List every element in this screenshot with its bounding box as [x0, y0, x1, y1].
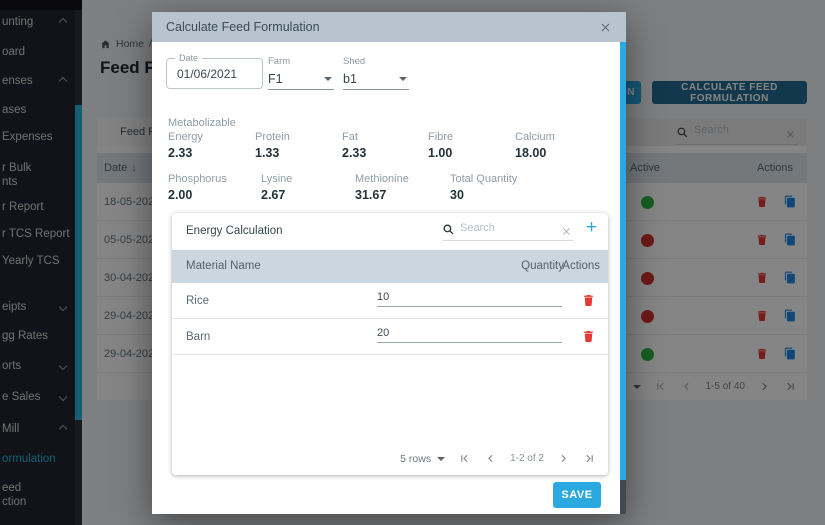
active-status-dot — [641, 348, 654, 361]
sidebar-item-feed-mill[interactable]: Mill — [0, 422, 75, 436]
date-input[interactable] — [167, 59, 262, 88]
clear-search-icon[interactable] — [561, 224, 572, 242]
breadcrumb-separator: / — [149, 38, 152, 50]
sidebar-item-feed-production[interactable]: eed ction — [2, 482, 27, 508]
sidebar-item-reports[interactable]: orts — [0, 359, 75, 373]
pagination-range: 1-2 of 2 — [510, 453, 544, 464]
chevron-down-icon — [437, 456, 446, 461]
copy-icon[interactable] — [783, 346, 797, 361]
close-icon[interactable] — [599, 21, 612, 34]
quantity-input[interactable] — [377, 327, 562, 343]
active-status-dot — [641, 272, 654, 285]
energy-calculation-card: Energy Calculation + Material Name Quant… — [172, 213, 608, 475]
sidebar-item-accounting[interactable]: unting — [0, 15, 75, 29]
table-search — [676, 121, 798, 145]
trash-icon[interactable] — [755, 308, 769, 323]
stat-total-quantity: Total Quantity 30 — [450, 173, 518, 202]
energy-calculation-title: Energy Calculation — [186, 225, 283, 237]
sidebar-top-band — [0, 0, 82, 10]
modal-header: Calculate Feed Formulation — [152, 12, 626, 42]
sidebar-item-bulk-payments[interactable]: r Bulk nts — [2, 162, 32, 188]
next-page-icon[interactable] — [758, 380, 771, 393]
stat-lysine: Lysine 2.67 — [261, 173, 293, 202]
stat-metabolizable-energy: Metabolizable Energy 2.33 — [168, 117, 236, 160]
sidebar-item-dashboard[interactable]: oard — [2, 46, 26, 58]
trash-icon[interactable] — [755, 346, 769, 361]
sidebar-item-egg-rates[interactable]: gg Rates — [2, 330, 49, 342]
sidebar-scrollbar-thumb[interactable] — [75, 105, 82, 420]
sidebar-item-feed-formulation[interactable]: ormulation — [2, 453, 56, 465]
material-search — [442, 219, 574, 241]
calculate-feed-formulation-button[interactable]: CALCULATE FEED FORMULATION — [652, 81, 807, 104]
trash-icon[interactable] — [581, 292, 596, 308]
search-icon — [676, 126, 689, 144]
sidebar-item-purchases[interactable]: ases — [2, 104, 27, 116]
first-page-icon[interactable] — [654, 380, 667, 393]
chevron-down-icon — [632, 384, 641, 389]
modal-scrollbar[interactable] — [620, 42, 626, 514]
sidebar-item-expenses-sub[interactable]: Expenses — [2, 131, 53, 143]
date-field[interactable]: Date — [166, 53, 263, 89]
chevron-down-icon — [399, 77, 407, 81]
sidebar-scrollbar[interactable] — [75, 0, 82, 525]
chevron-down-icon — [324, 77, 332, 81]
shed-select[interactable]: Shed b1 — [343, 56, 409, 90]
stat-phosphorus: Phosphorus 2.00 — [168, 173, 227, 202]
stat-calcium: Calcium 18.00 — [515, 131, 555, 160]
page-title: Feed Fo — [100, 58, 166, 77]
prev-page-icon[interactable] — [680, 380, 693, 393]
search-icon — [442, 223, 455, 241]
stat-methionine: Methionine 31.67 — [355, 173, 409, 202]
stat-fat: Fat 2.33 — [342, 131, 367, 160]
sidebar-item-yearly-tcs[interactable]: Yearly TCS — [2, 255, 60, 267]
trash-icon[interactable] — [755, 194, 769, 209]
sort-desc-icon: ↓ — [131, 162, 137, 174]
last-page-icon[interactable] — [784, 380, 797, 393]
copy-icon[interactable] — [783, 270, 797, 285]
column-active: Active — [630, 162, 660, 174]
prev-page-icon[interactable] — [484, 452, 497, 465]
calculate-feed-formulation-modal: Calculate Feed Formulation Date Farm F1 … — [152, 12, 626, 514]
clear-search-icon[interactable] — [785, 127, 796, 145]
copy-icon[interactable] — [783, 194, 797, 209]
trash-icon[interactable] — [755, 232, 769, 247]
search-input[interactable] — [694, 124, 772, 136]
trash-icon[interactable] — [581, 328, 596, 344]
active-status-dot — [641, 234, 654, 247]
column-date[interactable]: Date ↓ — [104, 162, 137, 174]
rows-per-page-select[interactable]: 5 rows — [400, 453, 446, 465]
modal-title: Calculate Feed Formulation — [166, 20, 320, 34]
last-page-icon[interactable] — [583, 452, 596, 465]
stat-protein: Protein 1.33 — [255, 131, 290, 160]
pagination-range: 1-5 of 40 — [705, 381, 745, 392]
plus-icon[interactable]: + — [586, 217, 598, 238]
home-icon[interactable] — [100, 39, 111, 50]
save-button[interactable]: SAVE — [553, 482, 601, 508]
quantity-input[interactable] — [377, 291, 562, 307]
sidebar: unting oard enses ases Expenses r Bulk n… — [0, 0, 75, 525]
active-status-dot — [641, 196, 654, 209]
sidebar-item-report[interactable]: r Report — [2, 201, 44, 213]
material-row: Barn — [172, 319, 608, 355]
breadcrumb-home[interactable]: Home — [116, 38, 145, 50]
first-page-icon[interactable] — [458, 452, 471, 465]
inner-table-header: Material Name Quantity Actions — [172, 250, 608, 283]
next-page-icon[interactable] — [557, 452, 570, 465]
sidebar-item-sales[interactable]: e Sales — [0, 390, 75, 404]
sidebar-item-receipts[interactable]: eipts — [0, 300, 75, 314]
inner-table-pagination: 5 rows 1-2 of 2 — [400, 452, 596, 465]
copy-icon[interactable] — [783, 232, 797, 247]
sidebar-item-tcs-report[interactable]: r TCS Report — [2, 228, 70, 240]
modal-scrollbar-thumb[interactable] — [620, 42, 626, 480]
trash-icon[interactable] — [755, 270, 769, 285]
copy-icon[interactable] — [783, 308, 797, 323]
material-row: Rice — [172, 283, 608, 319]
active-status-dot — [641, 310, 654, 323]
stat-fibre: Fibre 1.00 — [428, 131, 454, 160]
material-search-input[interactable] — [460, 222, 536, 234]
column-actions: Actions — [756, 162, 793, 174]
farm-select[interactable]: Farm F1 — [268, 56, 334, 90]
sidebar-item-expenses[interactable]: enses — [0, 74, 75, 88]
